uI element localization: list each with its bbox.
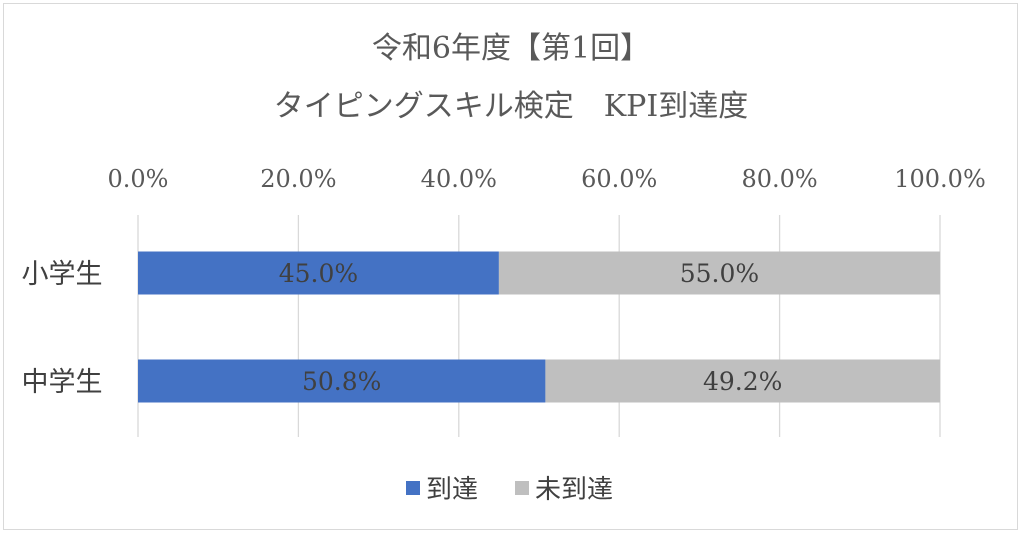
- x-tick-label: 20.0%: [260, 165, 336, 193]
- bars: [138, 251, 940, 403]
- bar-segment: [138, 359, 546, 403]
- x-tick-label: 40.0%: [421, 165, 497, 193]
- data-label: 45.0%: [279, 259, 358, 288]
- x-axis-ticks: 0.0% 20.0% 40.0% 60.0% 80.0% 100.0%: [108, 165, 986, 193]
- legend-label: 到達: [426, 475, 478, 505]
- data-labels: 45.0% 55.0% 50.8% 49.2%: [279, 259, 783, 396]
- bar-segment: [498, 251, 940, 295]
- x-tick-label: 0.0%: [108, 165, 169, 193]
- bar-segment: [545, 359, 940, 403]
- legend: 到達 未到達: [406, 475, 613, 505]
- legend-label: 未到達: [535, 475, 613, 505]
- data-label: 49.2%: [703, 367, 782, 396]
- x-tick-label: 80.0%: [741, 165, 817, 193]
- bar-segment: [138, 251, 499, 295]
- x-tick-label: 60.0%: [581, 165, 657, 193]
- category-label: 小学生: [22, 259, 103, 290]
- category-label: 中学生: [22, 367, 103, 398]
- data-label: 55.0%: [680, 259, 759, 288]
- x-tick-label: 100.0%: [894, 165, 986, 193]
- legend-swatch: [406, 481, 420, 495]
- chart-title-line-2: タイピングスキル検定 KPI到達度: [274, 89, 748, 124]
- gridlines: [137, 215, 941, 437]
- legend-swatch: [515, 481, 529, 495]
- data-label: 50.8%: [302, 367, 381, 396]
- chart-title-line-1: 令和6年度【第1回】: [372, 31, 650, 66]
